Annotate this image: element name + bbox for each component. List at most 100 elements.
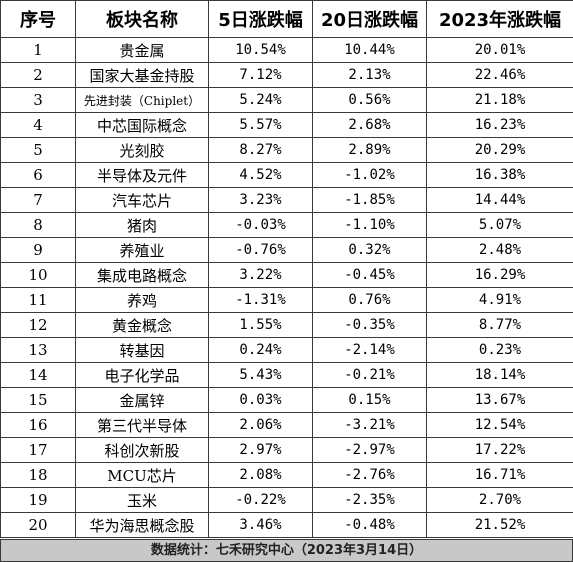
cell-20d-change: -2.14% [312, 337, 427, 363]
cell-ytd-change: 20.01% [426, 37, 573, 63]
cell-5d-change: 8.27% [208, 137, 313, 163]
cell-index: 9 [0, 237, 76, 263]
header-sector-name: 板块名称 [75, 0, 209, 38]
table-row: 4 中芯国际概念 5.57% 2.68% 16.23% [0, 112, 573, 138]
cell-sector-name: 贵金属 [75, 37, 209, 63]
table-row: 9 养殖业 -0.76% 0.32% 2.48% [0, 237, 573, 263]
cell-index: 3 [0, 87, 76, 113]
table-header-row: 序号 板块名称 5日涨跌幅 20日涨跌幅 2023年涨跌幅 [0, 0, 573, 38]
cell-5d-change: -0.76% [208, 237, 313, 263]
cell-index: 1 [0, 37, 76, 63]
cell-20d-change: -0.21% [312, 362, 427, 388]
cell-ytd-change: 4.91% [426, 287, 573, 313]
cell-20d-change: -3.21% [312, 412, 427, 438]
cell-5d-change: 2.97% [208, 437, 313, 463]
cell-sector-name: 第三代半导体 [75, 412, 209, 438]
cell-ytd-change: 0.23% [426, 337, 573, 363]
cell-index: 12 [0, 312, 76, 338]
table-row: 14 电子化学品 5.43% -0.21% 18.14% [0, 362, 573, 388]
cell-index: 11 [0, 287, 76, 313]
cell-20d-change: -2.35% [312, 487, 427, 513]
cell-index: 17 [0, 437, 76, 463]
cell-20d-change: 2.68% [312, 112, 427, 138]
table-row: 6 半导体及元件 4.52% -1.02% 16.38% [0, 162, 573, 188]
header-20d-change: 20日涨跌幅 [312, 0, 427, 38]
cell-sector-name: 玉米 [75, 487, 209, 513]
cell-sector-name: 光刻胶 [75, 137, 209, 163]
cell-index: 4 [0, 112, 76, 138]
cell-20d-change: -2.97% [312, 437, 427, 463]
table-row: 1 贵金属 10.54% 10.44% 20.01% [0, 37, 573, 63]
cell-sector-name: 养殖业 [75, 237, 209, 263]
cell-20d-change: -2.76% [312, 462, 427, 488]
cell-index: 16 [0, 412, 76, 438]
cell-sector-name: 金属锌 [75, 387, 209, 413]
cell-ytd-change: 17.22% [426, 437, 573, 463]
cell-sector-name: 华为海思概念股 [75, 512, 209, 538]
cell-sector-name: 电子化学品 [75, 362, 209, 388]
cell-5d-change: 3.23% [208, 187, 313, 213]
cell-index: 15 [0, 387, 76, 413]
cell-20d-change: -1.85% [312, 187, 427, 213]
cell-ytd-change: 2.70% [426, 487, 573, 513]
cell-5d-change: -0.22% [208, 487, 313, 513]
cell-index: 14 [0, 362, 76, 388]
cell-index: 7 [0, 187, 76, 213]
cell-20d-change: 0.32% [312, 237, 427, 263]
cell-20d-change: 10.44% [312, 37, 427, 63]
table-row: 16 第三代半导体 2.06% -3.21% 12.54% [0, 412, 573, 438]
cell-5d-change: -0.03% [208, 212, 313, 238]
cell-20d-change: 0.56% [312, 87, 427, 113]
cell-5d-change: 4.52% [208, 162, 313, 188]
cell-ytd-change: 16.71% [426, 462, 573, 488]
header-index: 序号 [0, 0, 76, 38]
cell-20d-change: 0.76% [312, 287, 427, 313]
cell-20d-change: 2.13% [312, 62, 427, 88]
cell-ytd-change: 20.29% [426, 137, 573, 163]
cell-5d-change: 0.03% [208, 387, 313, 413]
cell-index: 20 [0, 512, 76, 538]
cell-5d-change: 5.57% [208, 112, 313, 138]
cell-sector-name: MCU芯片 [75, 462, 209, 488]
cell-sector-name: 集成电路概念 [75, 262, 209, 288]
cell-ytd-change: 12.54% [426, 412, 573, 438]
cell-ytd-change: 5.07% [426, 212, 573, 238]
cell-5d-change: 0.24% [208, 337, 313, 363]
cell-5d-change: 2.08% [208, 462, 313, 488]
cell-20d-change: -0.48% [312, 512, 427, 538]
cell-ytd-change: 21.52% [426, 512, 573, 538]
cell-5d-change: 3.22% [208, 262, 313, 288]
table-row: 20 华为海思概念股 3.46% -0.48% 21.52% [0, 512, 573, 538]
cell-sector-name: 汽车芯片 [75, 187, 209, 213]
cell-index: 8 [0, 212, 76, 238]
header-5d-change: 5日涨跌幅 [208, 0, 313, 38]
cell-index: 19 [0, 487, 76, 513]
cell-5d-change: 2.06% [208, 412, 313, 438]
cell-5d-change: 5.43% [208, 362, 313, 388]
cell-20d-change: 0.15% [312, 387, 427, 413]
table-row: 5 光刻胶 8.27% 2.89% 20.29% [0, 137, 573, 163]
cell-ytd-change: 16.38% [426, 162, 573, 188]
cell-20d-change: -1.10% [312, 212, 427, 238]
cell-20d-change: -0.45% [312, 262, 427, 288]
table-row: 8 猪肉 -0.03% -1.10% 5.07% [0, 212, 573, 238]
table-row: 2 国家大基金持股 7.12% 2.13% 22.46% [0, 62, 573, 88]
cell-ytd-change: 18.14% [426, 362, 573, 388]
cell-sector-name: 中芯国际概念 [75, 112, 209, 138]
cell-ytd-change: 16.23% [426, 112, 573, 138]
cell-sector-name: 转基因 [75, 337, 209, 363]
cell-index: 6 [0, 162, 76, 188]
cell-5d-change: -1.31% [208, 287, 313, 313]
cell-20d-change: -0.35% [312, 312, 427, 338]
cell-ytd-change: 21.18% [426, 87, 573, 113]
header-ytd-change: 2023年涨跌幅 [426, 0, 573, 38]
table-row: 15 金属锌 0.03% 0.15% 13.67% [0, 387, 573, 413]
cell-index: 2 [0, 62, 76, 88]
cell-ytd-change: 14.44% [426, 187, 573, 213]
cell-sector-name: 先进封装（Chiplet） [75, 87, 209, 113]
cell-ytd-change: 16.29% [426, 262, 573, 288]
cell-sector-name: 半导体及元件 [75, 162, 209, 188]
sector-performance-table: 序号 板块名称 5日涨跌幅 20日涨跌幅 2023年涨跌幅 1 贵金属 10.54%… [0, 0, 573, 538]
cell-20d-change: 2.89% [312, 137, 427, 163]
